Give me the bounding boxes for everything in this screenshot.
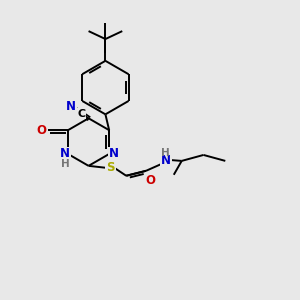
- Text: H: H: [161, 148, 170, 158]
- Text: C: C: [77, 109, 86, 118]
- Text: N: N: [109, 148, 119, 160]
- Text: N: N: [60, 148, 70, 160]
- Text: N: N: [161, 154, 171, 167]
- Text: H: H: [61, 159, 69, 169]
- Text: N: N: [66, 100, 76, 113]
- Text: O: O: [36, 124, 46, 137]
- Text: S: S: [106, 161, 115, 174]
- Text: O: O: [145, 174, 155, 187]
